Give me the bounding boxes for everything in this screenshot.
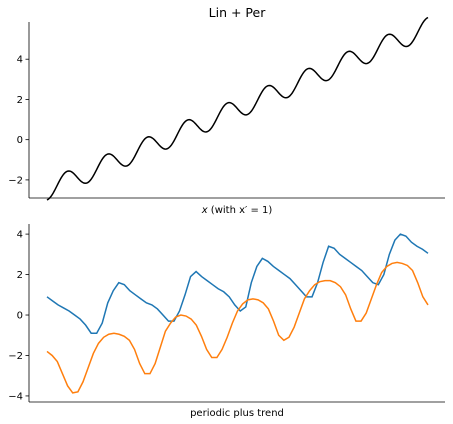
top-x-axis-label-rest: (with x′ = 1) [208, 205, 273, 216]
bottom-y-tick-label: 2 [17, 270, 23, 281]
top-x-axis-label-math: x [201, 205, 208, 216]
top-y-tick-group: −2 0 2 4 [8, 55, 29, 186]
top-series-line [46, 16, 429, 201]
bottom-y-tick-label: 4 [17, 230, 23, 241]
top-y-tick-label: 2 [17, 95, 23, 106]
top-y-tick-label: 0 [17, 135, 23, 146]
top-y-tick-label: −2 [8, 175, 23, 186]
top-x-axis-label: x (with x′ = 1) [201, 205, 273, 216]
bottom-y-tick-group: −4 −2 0 2 4 [8, 230, 29, 402]
bottom-series-group [46, 233, 429, 394]
bottom-series-line-1 [46, 233, 429, 334]
top-y-tick-label: 4 [17, 55, 23, 66]
bottom-y-tick-label: 0 [17, 311, 23, 322]
top-chart-title: Lin + Per [209, 5, 267, 20]
bottom-x-axis-label: periodic plus trend [190, 408, 284, 419]
bottom-series-line-2 [46, 261, 429, 394]
bottom-y-tick-label: −4 [8, 391, 23, 402]
bottom-subplot: −4 −2 0 2 4 periodic plus trend [8, 224, 445, 419]
bottom-y-tick-label: −2 [8, 351, 23, 362]
top-subplot: Lin + Per −2 0 2 4 x (with x′ = 1) [8, 5, 445, 216]
